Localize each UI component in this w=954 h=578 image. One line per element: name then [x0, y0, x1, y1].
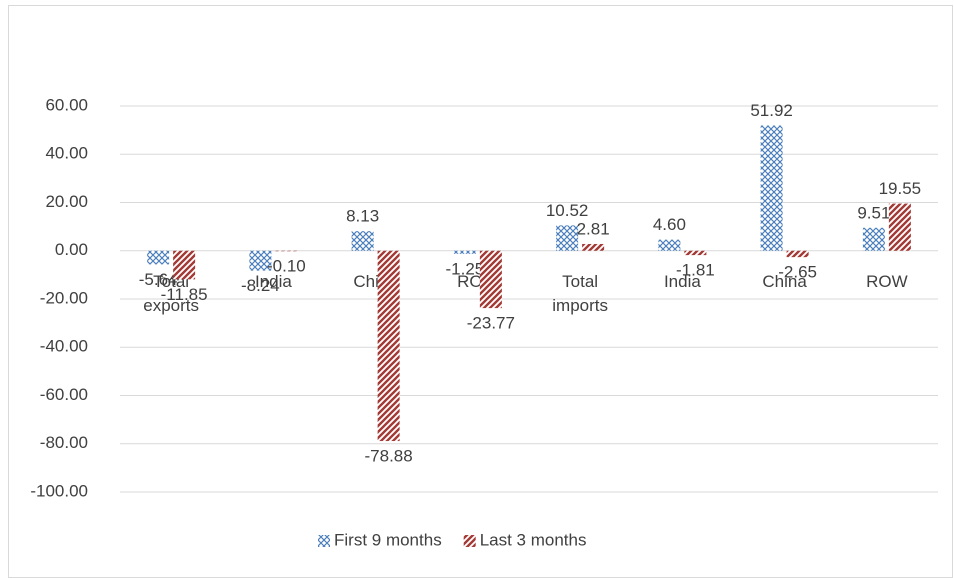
y-tick-label: -40.00 — [40, 337, 88, 356]
data-label: 19.55 — [879, 179, 922, 198]
y-tick-label: -20.00 — [40, 288, 88, 307]
bar — [582, 243, 605, 251]
x-tick-label: India — [664, 272, 701, 291]
bar — [786, 250, 809, 258]
data-label: -5.64 — [139, 270, 178, 289]
data-label: 51.92 — [750, 101, 793, 120]
y-tick-label: -60.00 — [40, 385, 88, 404]
x-tick-label: Total exports — [143, 272, 199, 315]
bar — [173, 250, 196, 280]
x-tick-label: India — [255, 272, 292, 291]
bar — [147, 250, 170, 265]
x-tick-label: ROW — [866, 272, 908, 291]
bar — [556, 225, 579, 251]
legend: First 9 months Last 3 months — [318, 530, 586, 549]
legend-label: Last 3 months — [480, 530, 587, 549]
bar — [249, 250, 272, 271]
data-label: 8.13 — [346, 207, 379, 226]
bar — [275, 250, 298, 252]
x-tick-label: China — [762, 272, 807, 291]
data-label: -0.10 — [267, 256, 306, 275]
data-label: -8.24 — [241, 276, 280, 295]
bar — [862, 227, 885, 251]
bar — [479, 250, 502, 309]
y-tick-label: 60.00 — [45, 95, 88, 114]
bar — [453, 250, 476, 254]
y-tick-label: 40.00 — [45, 144, 88, 163]
data-label: -78.88 — [365, 447, 413, 466]
data-label: 4.60 — [653, 215, 686, 234]
y-tick-label: -100.00 — [30, 481, 88, 500]
data-label: -1.25 — [446, 259, 485, 278]
bar — [760, 125, 783, 251]
bar — [351, 231, 374, 251]
data-label: 10.52 — [546, 201, 589, 220]
bar — [658, 239, 681, 251]
bar — [377, 250, 400, 442]
data-label: -23.77 — [467, 314, 515, 333]
data-label: -11.85 — [161, 285, 208, 304]
x-tick-label: Total imports — [552, 272, 608, 315]
data-label: 9.51 — [857, 203, 890, 222]
legend-swatch — [463, 535, 476, 547]
legend-swatch — [318, 535, 330, 547]
y-tick-label: 0.00 — [55, 240, 88, 259]
bar — [888, 203, 911, 251]
y-tick-label: 20.00 — [45, 192, 88, 211]
data-label: -2.65 — [778, 263, 817, 282]
legend-label: First 9 months — [334, 530, 442, 549]
data-label: -1.81 — [676, 261, 715, 280]
bar — [684, 250, 707, 256]
y-tick-label: -80.00 — [40, 433, 88, 452]
data-label: 2.81 — [577, 219, 610, 238]
